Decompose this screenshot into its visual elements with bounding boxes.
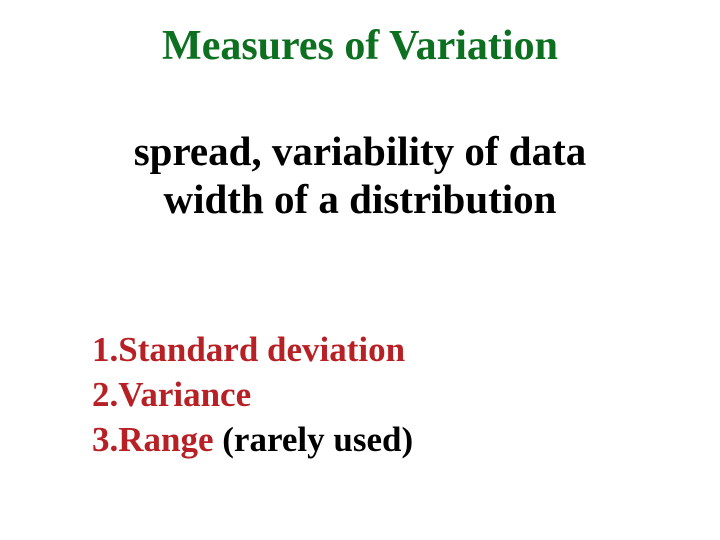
list-item: 3.Range (rarely used) [92, 418, 413, 463]
item-number-3: 3. [92, 420, 118, 459]
list-item: 1.Standard deviation [92, 328, 413, 373]
item-number-1: 1. [92, 330, 118, 369]
slide-subtitle: spread, variability of data width of a d… [0, 127, 720, 224]
enumerated-list: 1.Standard deviation 2.Variance 3.Range … [92, 328, 413, 462]
title-text: Measures of Variation [162, 23, 558, 69]
subtitle-line2: width of a distribution [163, 176, 556, 222]
subtitle-line1: spread, variability of data [134, 128, 587, 174]
item-text-2: Variance [118, 375, 251, 414]
item-suffix-3: (rarely used) [214, 420, 414, 459]
item-text-3: Range [118, 420, 213, 459]
item-number-2: 2. [92, 375, 118, 414]
list-item: 2.Variance [92, 373, 413, 418]
slide-title: Measures of Variation [0, 22, 720, 70]
item-text-1: Standard deviation [118, 330, 405, 369]
